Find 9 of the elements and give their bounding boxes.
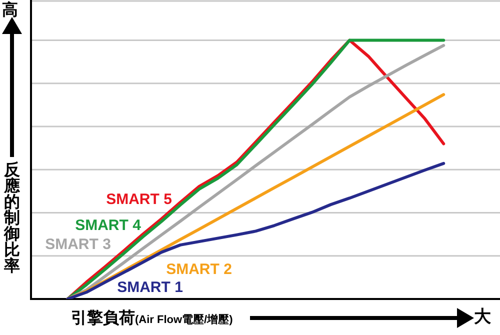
y-axis-title: 反應的制御比率 xyxy=(2,162,21,275)
series-label: SMART 3 xyxy=(45,236,111,254)
series-label: SMART 4 xyxy=(75,217,142,234)
series-label: SMART 2 xyxy=(166,261,232,278)
text: 高 xyxy=(2,0,18,21)
series-label: SMART 1 xyxy=(117,279,183,296)
series-label: SMART 5 xyxy=(106,191,172,208)
text: 大 xyxy=(474,306,491,328)
x-axis-title: 引擎負荷(Air Flow電壓/增壓) xyxy=(71,308,233,329)
